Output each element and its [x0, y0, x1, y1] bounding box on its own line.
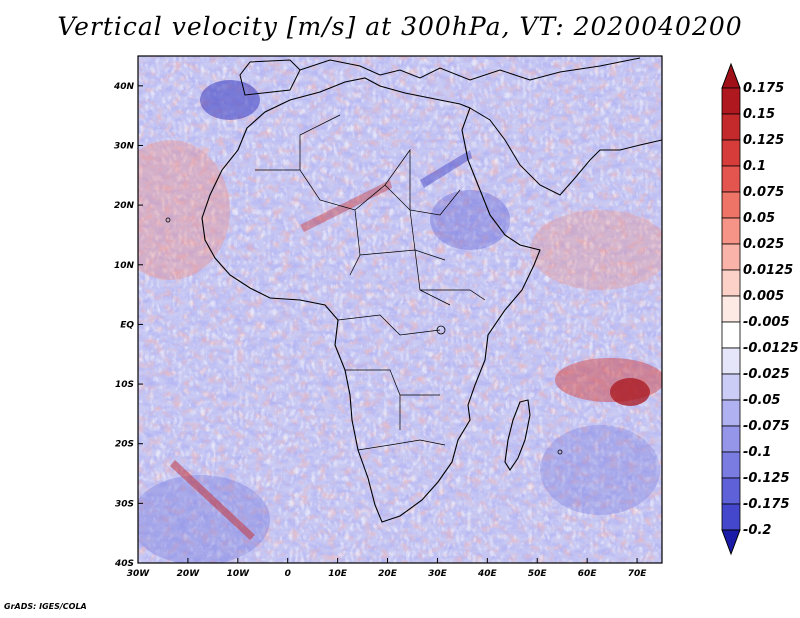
mauritius-island	[557, 449, 563, 455]
colorbar-swatch	[721, 87, 741, 115]
colorbar-swatch	[721, 191, 741, 219]
madagascar-coastline	[504, 399, 531, 472]
colorbar-label: -0.125	[743, 471, 790, 486]
colorbar-swatch	[721, 243, 741, 271]
colorbar-label: 0.005	[743, 289, 784, 304]
colorbar-label: 0.075	[743, 185, 784, 200]
colorbar-swatch	[721, 373, 741, 401]
lat-tick-label: EQ	[120, 320, 134, 330]
colorbar-label: 0.1	[743, 159, 766, 174]
subsidence-region-south-indian	[540, 425, 660, 515]
colorbar-swatch	[721, 139, 741, 167]
europe-coastline	[299, 57, 641, 81]
lon-tick-label: 50E	[528, 569, 548, 579]
lon-tick-label: 10W	[227, 569, 251, 579]
latitude-ticks: 40N 30N 20N 10N EQ 10S 20S 30S 40S	[113, 82, 143, 569]
colorbar-swatch	[721, 451, 741, 479]
colorbar: 0.175 0.15 0.125 0.1 0.075 0.05 0.025 0.0125 0.0…	[721, 62, 799, 556]
iberia-coastline	[239, 59, 301, 96]
colorbar-swatch	[721, 165, 741, 193]
colorbar-swatch	[721, 399, 741, 427]
subsidence-sahara-band	[420, 150, 472, 188]
colorbar-swatch	[721, 503, 741, 531]
lon-tick-label: 20E	[378, 569, 398, 579]
colorbar-label: -0.2	[743, 523, 771, 538]
africa-coastline	[201, 77, 541, 523]
colorbar-bottom-arrow	[721, 529, 741, 556]
colorbar-label: 0.05	[743, 211, 775, 226]
chart-title: Vertical velocity [m/s] at 300hPa, VT: 2…	[57, 12, 743, 41]
colorbar-top-arrow	[721, 62, 741, 89]
map-frame	[137, 55, 663, 564]
lon-tick-label: 70E	[628, 569, 648, 579]
lon-tick-label: 30W	[127, 569, 151, 579]
country-borders	[255, 114, 486, 451]
lon-tick-label: 30E	[428, 569, 448, 579]
lon-tick-label: 40E	[477, 569, 498, 579]
map-panel	[138, 56, 662, 563]
ascent-region-arabian-sea	[530, 210, 662, 290]
lon-tick-label: 0	[285, 569, 291, 579]
lon-tick-label: 60E	[578, 569, 598, 579]
subsidence-core-north-atlantic	[200, 80, 260, 120]
canary-islands	[165, 217, 171, 223]
colorbar-swatch	[721, 425, 741, 453]
colorbar-label: -0.075	[743, 419, 790, 434]
lat-tick-label: 40N	[113, 82, 135, 92]
colorbar-label: 0.15	[743, 107, 775, 122]
colorbar-label: -0.1	[743, 445, 771, 460]
colorbar-label: -0.0125	[743, 341, 799, 356]
longitude-ticks: 30W 20W 10W 0 10E 20E 30E 40E 50E 60E 70E	[127, 558, 647, 579]
arabia-coastline	[469, 107, 662, 196]
colorbar-label: 0.0125	[743, 263, 793, 278]
lat-tick-label: 10N	[114, 261, 135, 271]
ascent-region-west-atlantic	[138, 140, 230, 280]
colorbar-swatch	[721, 217, 741, 245]
colorbar-label: 0.175	[743, 81, 784, 96]
colorbar-label: -0.05	[743, 393, 780, 408]
field-white-streaks	[138, 56, 662, 563]
lon-tick-label: 10E	[328, 569, 348, 579]
lat-tick-label: 30S	[115, 499, 134, 509]
colorbar-swatch	[721, 347, 741, 375]
subsidence-region-south-atlantic	[138, 475, 270, 563]
colorbar-swatch	[721, 477, 741, 505]
colorbar-label: 0.125	[743, 133, 784, 148]
lat-tick-label: 20N	[114, 201, 135, 211]
colorbar-swatch	[721, 321, 741, 349]
lake-victoria	[436, 325, 446, 335]
ascent-front-band	[170, 460, 255, 540]
colorbar-label: -0.175	[743, 497, 790, 512]
colorbar-swatch	[721, 113, 741, 141]
colorbar-label: 0.025	[743, 237, 784, 252]
lat-tick-label: 20S	[115, 440, 134, 450]
lat-tick-label: 40S	[114, 559, 134, 569]
lat-tick-label: 30N	[114, 141, 135, 151]
lon-tick-label: 20W	[177, 569, 201, 579]
ascent-sahara-band	[300, 180, 392, 232]
lat-tick-label: 10S	[115, 380, 134, 390]
colorbar-label: -0.025	[743, 367, 790, 382]
ascent-cyclone-core	[610, 378, 650, 406]
colorbar-swatch	[721, 295, 741, 323]
colorbar-label: -0.005	[743, 315, 790, 330]
grads-credit: GrADS: IGES/COLA	[4, 602, 87, 611]
subsidence-region-red-sea	[430, 190, 510, 250]
colorbar-swatch	[721, 269, 741, 297]
